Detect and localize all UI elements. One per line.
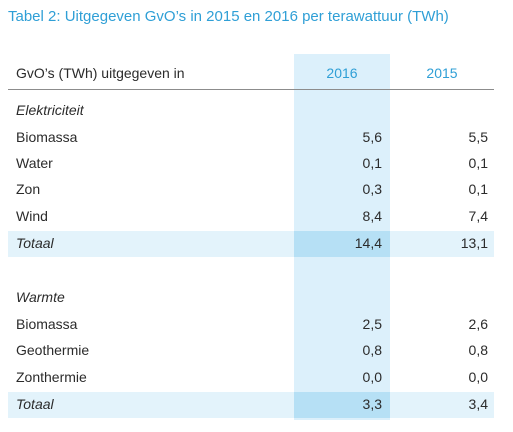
header-2016: 2016 — [326, 65, 358, 81]
table-title: Tabel 2: Uitgegeven GvO’s in 2015 en 201… — [8, 8, 449, 25]
row-label: Wind — [16, 208, 48, 224]
value-2016: 5,6 — [362, 129, 382, 145]
value-2016: 2,5 — [362, 316, 382, 332]
value-2015: 0,1 — [468, 181, 488, 197]
row-label: Zonthermie — [16, 369, 87, 385]
gvo-table: GvO’s (TWh) uitgegeven in 2016 2015 Elek… — [8, 54, 494, 420]
row-label: Water — [16, 155, 53, 171]
value-2016: 8,4 — [362, 208, 382, 224]
table-row: Wind 8,4 7,4 — [8, 204, 494, 230]
total-2016-highlight — [294, 392, 390, 418]
value-2016: 0,0 — [362, 369, 382, 385]
total-2016: 3,3 — [362, 396, 382, 412]
value-2016: 0,8 — [362, 342, 382, 358]
table-row: Zon 0,3 0,1 — [8, 177, 494, 203]
header-2015: 2015 — [426, 65, 458, 81]
value-2015: 7,4 — [468, 208, 488, 224]
total-label: Totaal — [16, 396, 54, 412]
value-2016: 0,1 — [362, 155, 382, 171]
header-label: GvO’s (TWh) uitgegeven in — [16, 65, 185, 81]
header-divider — [8, 89, 494, 90]
row-label: Biomassa — [16, 316, 78, 332]
section-label: Warmte — [16, 289, 65, 305]
value-2015: 2,6 — [468, 316, 488, 332]
total-label: Totaal — [16, 235, 54, 251]
total-2015: 13,1 — [460, 235, 488, 251]
value-2015: 5,5 — [468, 129, 488, 145]
value-2015: 0,0 — [468, 369, 488, 385]
value-2015: 0,1 — [468, 155, 488, 171]
table-row: Geothermie 0,8 0,8 — [8, 338, 494, 364]
total-2015: 3,4 — [468, 396, 488, 412]
section-title-warmte: Warmte — [8, 285, 494, 311]
table-row: Biomassa 2,5 2,6 — [8, 312, 494, 338]
value-2016: 0,3 — [362, 181, 382, 197]
total-2016-highlight — [294, 231, 390, 257]
value-2015: 0,8 — [468, 342, 488, 358]
row-label: Zon — [16, 181, 41, 197]
total-2016: 14,4 — [354, 235, 382, 251]
total-row: Totaal 14,4 13,1 — [8, 231, 494, 257]
table-row: Zonthermie 0,0 0,0 — [8, 365, 494, 391]
row-label: Geothermie — [16, 342, 90, 358]
section-title-elektriciteit: Elektriciteit — [8, 98, 494, 124]
table-row: Biomassa 5,6 5,5 — [8, 125, 494, 151]
table-row: Water 0,1 0,1 — [8, 151, 494, 177]
section-label: Elektriciteit — [16, 102, 84, 118]
table-header-row: GvO’s (TWh) uitgegeven in 2016 2015 — [8, 58, 494, 88]
total-row: Totaal 3,3 3,4 — [8, 392, 494, 418]
row-label: Biomassa — [16, 129, 78, 145]
